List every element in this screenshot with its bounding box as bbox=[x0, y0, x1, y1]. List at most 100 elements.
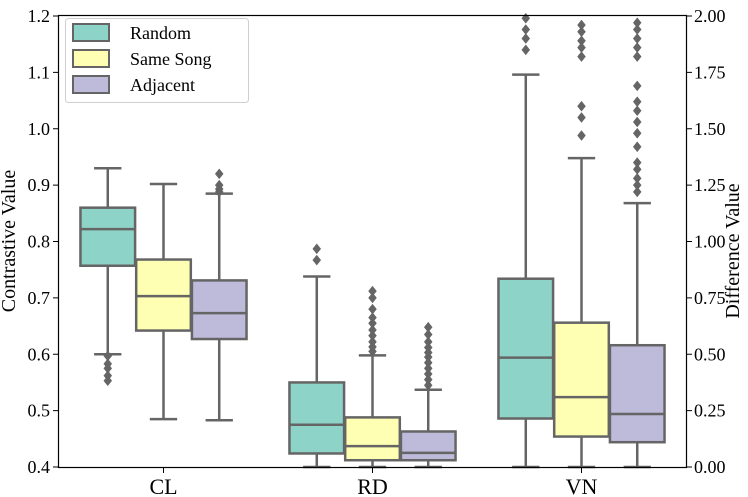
left-axis-label: Contrastive Value bbox=[0, 170, 20, 313]
boxes-layer bbox=[79, 12, 666, 469]
left-tick-label: 0.6 bbox=[28, 344, 51, 364]
outlier-point bbox=[632, 80, 642, 92]
category-axis: CL RD VN bbox=[149, 467, 597, 497]
right-tick-label: 1.25 bbox=[694, 175, 726, 195]
outlier-point bbox=[632, 17, 642, 29]
right-tick-label: 0.75 bbox=[694, 288, 726, 308]
outlier-point bbox=[632, 42, 642, 53]
outlier-point bbox=[632, 172, 642, 184]
iqr-box bbox=[399, 430, 457, 462]
outlier-point bbox=[632, 186, 642, 198]
left-tick-label: 0.7 bbox=[28, 288, 51, 308]
iqr-box bbox=[343, 416, 402, 462]
legend-frame bbox=[65, 18, 249, 103]
iqr-box bbox=[608, 343, 666, 444]
legend-swatch-random bbox=[72, 23, 110, 42]
outlier-point bbox=[312, 254, 322, 266]
outlier-point bbox=[577, 26, 586, 38]
left-tick-label: 0.4 bbox=[28, 457, 51, 477]
left-tick-label: 0.9 bbox=[28, 175, 51, 195]
right-tick-label: 0.25 bbox=[694, 401, 726, 421]
outlier-point bbox=[368, 312, 377, 324]
left-tick-label: 0.5 bbox=[28, 401, 51, 421]
outlier-point bbox=[368, 324, 377, 336]
outlier-point bbox=[632, 157, 642, 168]
box-vn-random bbox=[497, 12, 555, 469]
outlier-point bbox=[632, 163, 642, 175]
legend: Random Same Song Adjacent bbox=[65, 18, 249, 103]
outlier-point bbox=[214, 179, 224, 191]
outlier-point bbox=[632, 116, 642, 128]
right-tick-label: 1.00 bbox=[694, 232, 726, 252]
outlier-point bbox=[368, 336, 377, 348]
outlier-point bbox=[521, 12, 531, 24]
box-cl-same-song bbox=[134, 182, 193, 421]
outlier-point bbox=[423, 368, 433, 380]
right-axis: 0.00 0.25 0.50 0.75 1.00 1.25 1.50 1.75 2.00 bbox=[686, 6, 726, 477]
right-tick-label: 0.00 bbox=[694, 457, 726, 477]
box-rd-adjacent bbox=[399, 321, 457, 469]
outlier-point bbox=[632, 141, 642, 153]
category-label-rd: RD bbox=[357, 474, 388, 497]
legend-label-same-song: Same Song bbox=[130, 49, 212, 69]
category-label-vn: VN bbox=[566, 474, 598, 497]
outlier-point bbox=[632, 105, 642, 117]
box-cl-random bbox=[79, 166, 137, 387]
outlier-point bbox=[577, 112, 586, 123]
outlier-point bbox=[577, 19, 586, 31]
iqr-box bbox=[79, 206, 137, 267]
outlier-point bbox=[368, 303, 377, 315]
outlier-point bbox=[368, 285, 377, 297]
left-tick-label: 1.2 bbox=[28, 6, 51, 26]
right-axis-label: Difference Value bbox=[722, 183, 744, 318]
outlier-point bbox=[423, 357, 433, 369]
outlier-point bbox=[577, 51, 586, 62]
outlier-point bbox=[577, 35, 586, 47]
category-label-cl: CL bbox=[149, 474, 177, 497]
outlier-point bbox=[312, 243, 322, 255]
right-tick-label: 2.00 bbox=[694, 6, 726, 26]
outlier-point bbox=[521, 33, 531, 44]
left-tick-label: 1.0 bbox=[28, 119, 51, 139]
outlier-point bbox=[103, 370, 113, 382]
right-tick-label: 1.50 bbox=[694, 119, 726, 139]
outlier-point bbox=[577, 130, 586, 141]
outlier-point bbox=[423, 336, 433, 348]
outlier-point bbox=[423, 342, 433, 353]
outlier-point bbox=[632, 51, 642, 62]
outlier-point bbox=[577, 42, 586, 53]
left-tick-label: 0.8 bbox=[28, 232, 51, 252]
right-tick-label: 0.50 bbox=[694, 344, 726, 364]
legend-label-adjacent: Adjacent bbox=[130, 75, 195, 95]
outlier-point bbox=[423, 321, 433, 333]
outlier-point bbox=[423, 362, 433, 374]
left-tick-label: 1.1 bbox=[28, 62, 51, 82]
box-vn-same-song bbox=[552, 19, 611, 469]
iqr-box bbox=[552, 321, 611, 438]
outlier-point bbox=[521, 24, 531, 35]
outlier-point bbox=[214, 168, 224, 180]
left-axis: 0.4 0.5 0.6 0.7 0.8 0.9 1.0 1.1 1.2 bbox=[28, 6, 59, 477]
outlier-point bbox=[423, 329, 433, 340]
outlier-point bbox=[632, 33, 642, 44]
outlier-point bbox=[632, 96, 642, 108]
outlier-point bbox=[368, 317, 377, 329]
legend-swatch-same-song bbox=[72, 49, 110, 68]
box-rd-random bbox=[288, 243, 346, 469]
box-cl-adjacent bbox=[190, 168, 248, 422]
outlier-point bbox=[577, 100, 586, 112]
legend-label-random: Random bbox=[130, 23, 191, 43]
outlier-point bbox=[632, 24, 642, 35]
box-vn-adjacent bbox=[608, 17, 666, 469]
box-rd-same-song bbox=[343, 285, 402, 469]
outlier-point bbox=[521, 44, 531, 56]
iqr-box bbox=[497, 277, 555, 420]
outlier-point bbox=[423, 374, 433, 386]
iqr-box bbox=[288, 381, 346, 455]
outlier-point bbox=[632, 179, 642, 191]
outlier-point bbox=[368, 330, 377, 342]
outlier-point bbox=[632, 127, 642, 139]
right-tick-label: 1.75 bbox=[694, 62, 726, 82]
outlier-point bbox=[423, 379, 433, 391]
